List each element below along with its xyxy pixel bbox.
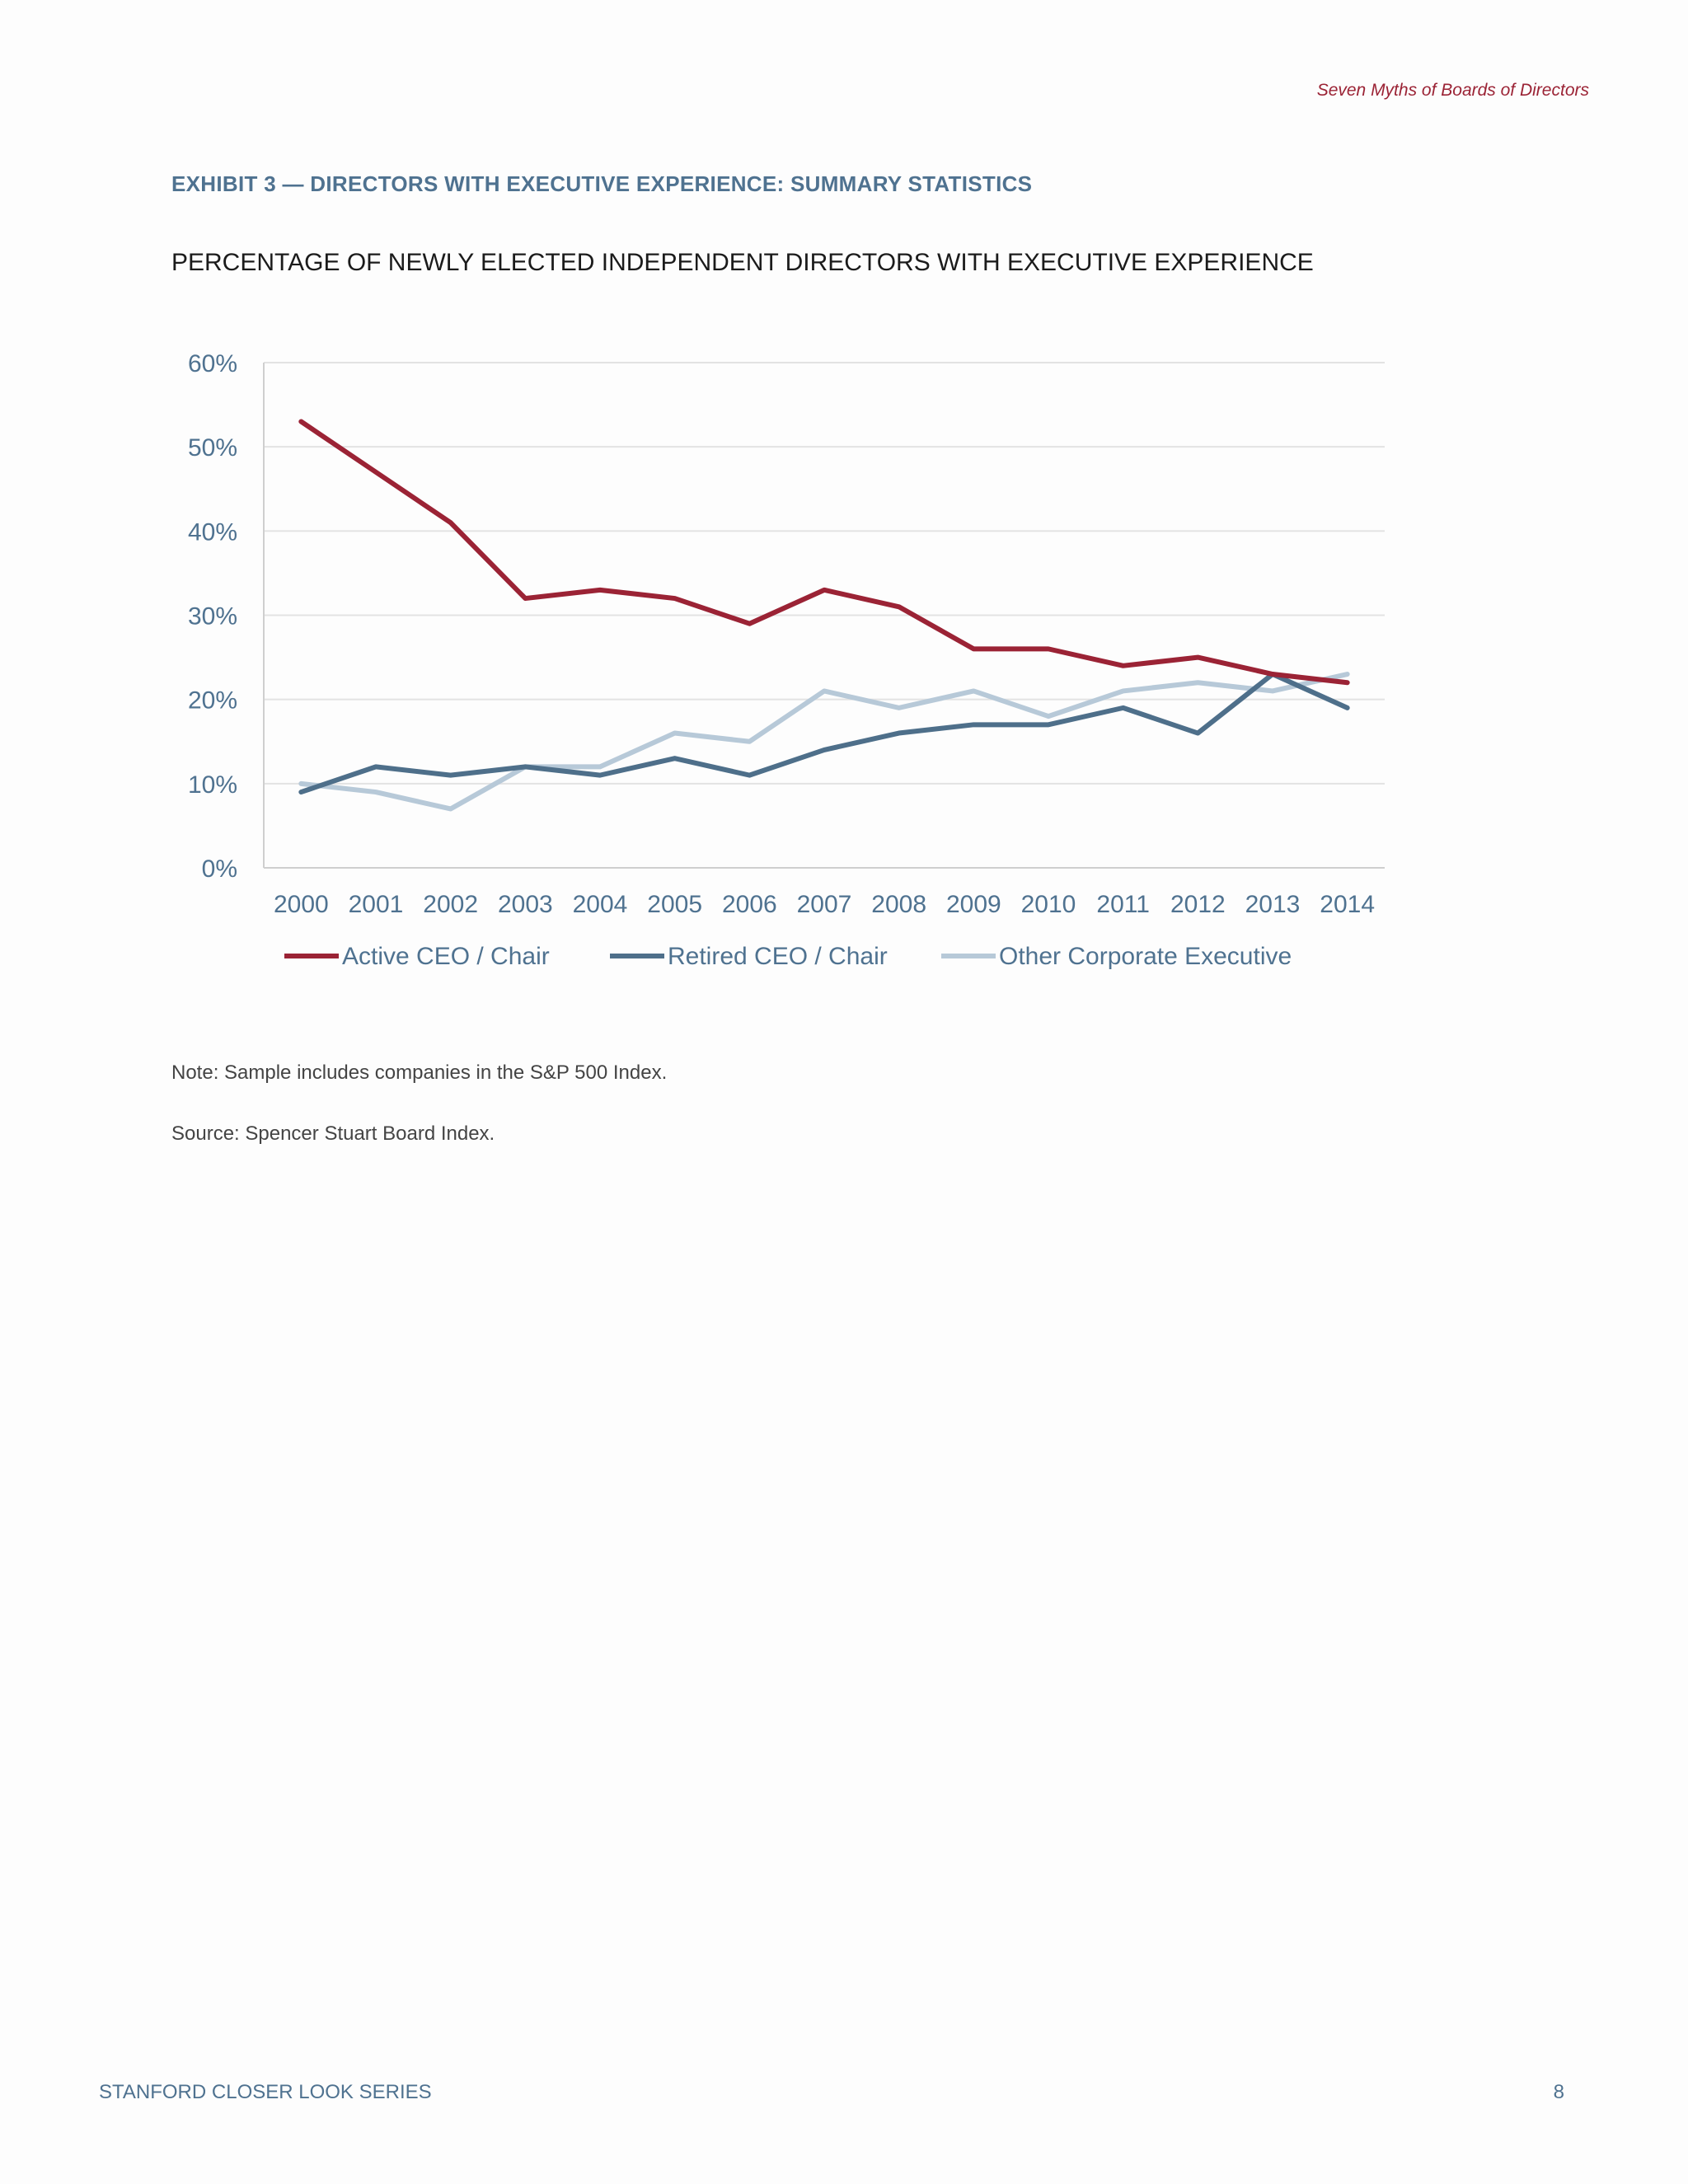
legend-label: Active CEO / Chair <box>342 943 550 970</box>
footer-series-name: STANFORD CLOSER LOOK SERIES <box>99 2081 432 2103</box>
y-tick-label: 50% <box>188 434 237 462</box>
series-line <box>298 672 1350 795</box>
x-tick-label: 2012 <box>1170 891 1226 918</box>
x-tick-label: 2003 <box>498 891 553 918</box>
x-tick-label: 2002 <box>423 891 478 918</box>
chart-title: PERCENTAGE OF NEWLY ELECTED INDEPENDENT … <box>171 249 1314 276</box>
x-tick-label: 2007 <box>797 891 852 918</box>
x-tick-label: 2014 <box>1320 891 1375 918</box>
x-tick-label: 2013 <box>1245 891 1301 918</box>
legend-label: Retired CEO / Chair <box>668 943 888 970</box>
y-tick-label: 40% <box>188 518 237 546</box>
x-tick-label: 2008 <box>871 891 926 918</box>
y-tick-label: 30% <box>188 603 237 630</box>
running-title: Seven Myths of Boards of Directors <box>1316 81 1589 100</box>
x-tick-label: 2001 <box>349 891 404 918</box>
chart-source: Source: Spencer Stuart Board Index. <box>171 1122 495 1145</box>
y-tick-label: 10% <box>188 771 237 799</box>
legend-label: Other Corporate Executive <box>999 943 1292 970</box>
chart-note: Note: Sample includes companies in the S… <box>171 1062 668 1084</box>
y-tick-label: 0% <box>202 855 237 883</box>
x-tick-label: 2006 <box>722 891 777 918</box>
x-tick-label: 2005 <box>647 891 702 918</box>
x-tick-label: 2011 <box>1096 891 1150 918</box>
x-tick-label: 2004 <box>573 891 628 918</box>
series-line <box>298 419 1350 686</box>
series-line <box>298 672 1350 812</box>
y-tick-label: 60% <box>188 350 237 377</box>
exhibit-heading: EXHIBIT 3 — DIRECTORS WITH EXECUTIVE EXP… <box>171 171 1033 196</box>
y-tick-label: 20% <box>188 687 237 715</box>
line-chart: 0% 10% 20% 30% 40% 50% 60% 2000 2001 2002 2003 2004… <box>188 350 1385 970</box>
x-tick-label: 2000 <box>274 891 329 918</box>
x-tick-label: 2009 <box>946 891 1001 918</box>
x-tick-label: 2010 <box>1021 891 1076 918</box>
page-number: 8 <box>1553 2081 1564 2103</box>
